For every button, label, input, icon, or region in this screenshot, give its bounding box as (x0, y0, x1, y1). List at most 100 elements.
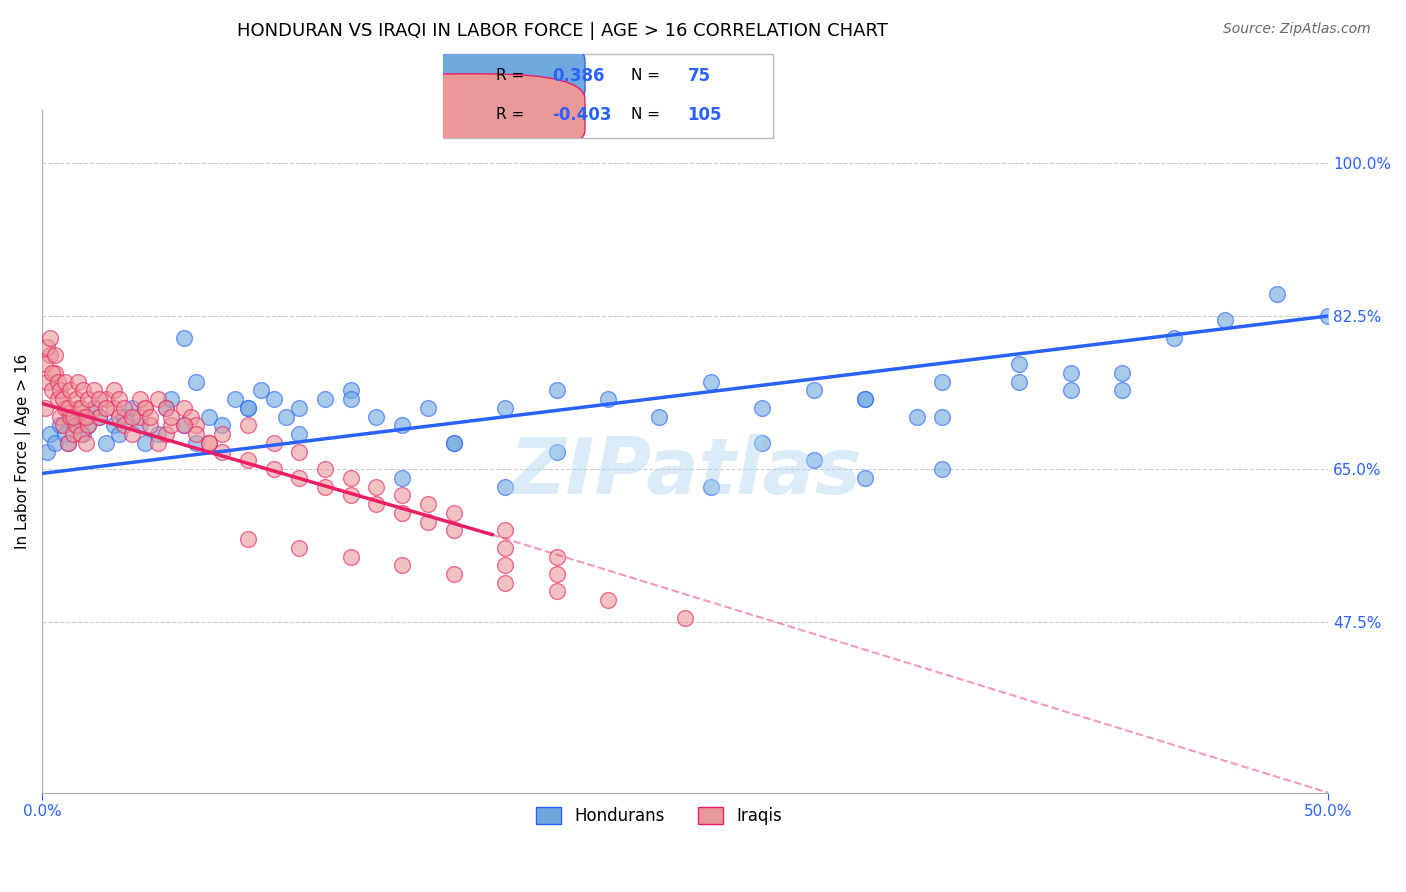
Point (596, 593, 619, 607)
Point (72, 384, 94, 398)
Point (75, 409, 97, 424)
Point (83, 384, 105, 398)
Point (173, 418, 195, 433)
Point (173, 331, 195, 345)
Point (198, 435, 221, 450)
Point (180, 409, 202, 424)
Point (37, 444, 59, 458)
Point (121, 409, 143, 424)
Point (65, 418, 87, 433)
Point (87, 409, 110, 424)
Point (546, 549, 568, 564)
Point (546, 384, 568, 398)
Point (366, 479, 388, 493)
Point (186, 375, 208, 389)
Point (87, 392, 110, 406)
Text: N =: N = (631, 107, 661, 122)
Point (211, 427, 233, 442)
Point (65, 392, 87, 406)
Point (67, 401, 90, 415)
Point (931, 409, 953, 424)
Text: 105: 105 (688, 105, 721, 123)
Point (155, 427, 177, 442)
Point (931, 375, 953, 389)
Point (494, 401, 516, 415)
Point (112, 401, 135, 415)
Point (103, 418, 125, 433)
Point (69, 427, 91, 442)
Point (1060, 366, 1083, 380)
Point (198, 409, 221, 424)
Point (1060, 384, 1083, 398)
Point (83, 401, 105, 415)
Point (62, 427, 84, 442)
Point (596, 392, 619, 406)
Point (236, 532, 259, 546)
Text: Source: ZipAtlas.com: Source: ZipAtlas.com (1223, 22, 1371, 37)
Point (236, 453, 259, 467)
Point (83, 401, 105, 415)
Point (72, 409, 94, 424)
Point (38, 348, 60, 362)
Point (546, 566, 568, 581)
Point (416, 515, 439, 529)
Point (288, 427, 311, 442)
Point (41, 366, 63, 380)
Point (121, 427, 143, 442)
Point (49, 418, 72, 433)
Text: ZIPatlas: ZIPatlas (509, 434, 862, 510)
Point (416, 497, 439, 511)
Point (1317, 309, 1340, 323)
Point (391, 418, 413, 433)
Point (339, 384, 361, 398)
Point (37, 340, 59, 354)
Point (1111, 366, 1133, 380)
Point (249, 384, 271, 398)
Point (56, 435, 79, 450)
Point (44, 348, 66, 362)
Point (49, 384, 72, 398)
Point (494, 575, 516, 590)
Point (751, 435, 773, 450)
Y-axis label: In Labor Force | Age > 16: In Labor Force | Age > 16 (15, 354, 31, 549)
Point (139, 409, 162, 424)
Point (96, 401, 118, 415)
Point (339, 392, 361, 406)
Point (236, 418, 259, 433)
Point (128, 392, 150, 406)
Point (314, 392, 336, 406)
Point (53, 427, 76, 442)
Point (1163, 331, 1185, 345)
Point (443, 506, 465, 520)
Point (96, 435, 118, 450)
Point (288, 401, 311, 415)
Point (112, 409, 135, 424)
Point (155, 401, 177, 415)
Point (700, 375, 723, 389)
Point (263, 392, 285, 406)
Point (288, 471, 311, 485)
Point (44, 435, 66, 450)
Point (52, 392, 75, 406)
Point (67, 418, 90, 433)
Point (648, 409, 671, 424)
Point (56, 401, 79, 415)
FancyBboxPatch shape (354, 74, 585, 155)
Point (112, 418, 135, 433)
Point (905, 409, 928, 424)
Point (121, 401, 143, 415)
Point (159, 392, 181, 406)
Point (186, 418, 208, 433)
Point (53, 375, 76, 389)
Point (128, 409, 150, 424)
Point (443, 523, 465, 537)
Point (146, 435, 169, 450)
Point (263, 462, 285, 476)
Point (155, 401, 177, 415)
Point (38, 331, 60, 345)
Point (134, 401, 156, 415)
Point (37, 375, 59, 389)
Point (751, 401, 773, 415)
Point (146, 427, 169, 442)
Point (1213, 313, 1236, 327)
